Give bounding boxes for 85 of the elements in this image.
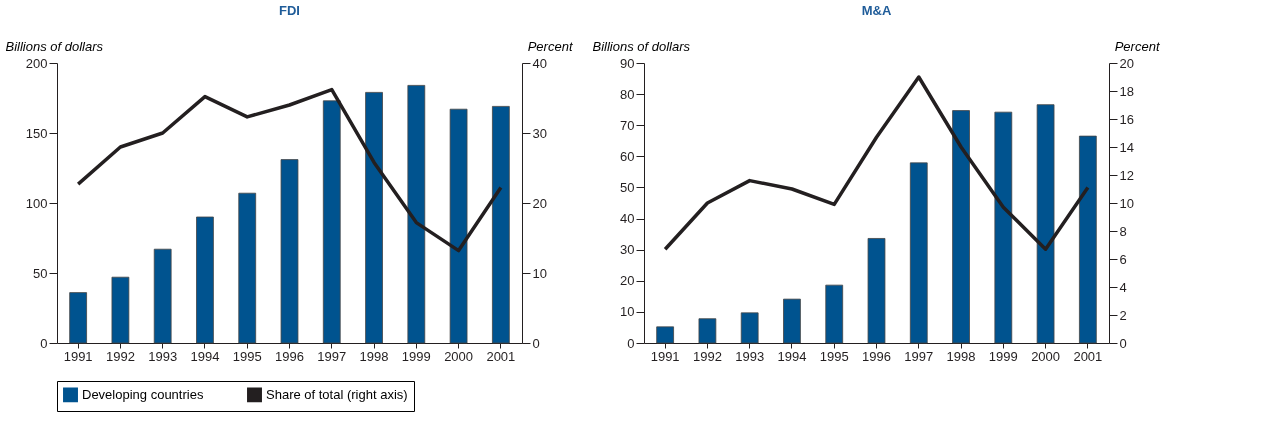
x-tick-label: 1994 [777,348,807,364]
y-tick-label: 80 [620,86,635,102]
y2-tick-label: 10 [532,265,547,281]
bar [994,111,1013,344]
x-tick-label: 1999 [988,348,1018,364]
x-tick-label: 1992 [105,348,135,364]
bar [449,108,468,344]
y-axis-title: Billions of dollars [5,38,104,54]
y-axis-title: Billions of dollars [592,38,691,54]
y-tick-label: 30 [620,242,635,258]
y-tick-label: 20 [620,273,635,289]
bar [365,92,383,344]
x-tick-label: 2000 [444,348,474,364]
bar [656,326,674,344]
y2-tick-label: 4 [1119,279,1127,295]
y-tick-label: 70 [620,117,635,133]
bar [783,298,801,344]
x-tick-label: 1995 [819,348,849,364]
chart-title: FDI [279,3,300,18]
bar [322,100,341,344]
y-tick-label: 10 [620,304,635,320]
line-series [663,75,1090,251]
y2-tick-label: 12 [1119,167,1134,183]
y2-tick-label: 14 [1119,139,1134,155]
bar [69,292,87,344]
x-tick-label: 1998 [359,348,389,364]
y-tick-label: 100 [25,195,48,211]
y2-tick-label: 18 [1119,83,1134,99]
y-tick-label: 50 [620,179,635,195]
x-tick-label: 2001 [486,348,516,364]
x-tick-label: 1994 [190,348,220,364]
y2-tick-label: 10 [1119,195,1134,211]
y-tick-label: 150 [25,125,48,141]
bar [952,110,970,344]
y2-tick-label: 0 [532,335,540,351]
x-tick-label: 1997 [317,348,347,364]
y2-tick-label: 30 [532,125,547,141]
y2-tick-label: 0 [1119,335,1127,351]
bar [492,106,510,344]
legend-label: Developing countries [82,386,204,402]
y-tick-label: 200 [25,55,48,71]
bar [867,238,886,344]
bar [1079,135,1097,344]
bar [153,248,172,344]
chart-title: M&A [861,3,892,18]
x-tick-label: 2001 [1073,348,1103,364]
x-tick-label: 1993 [735,348,765,364]
y2-tick-label: 8 [1119,223,1127,239]
x-tick-label: 1991 [650,348,680,364]
y2-tick-label: 6 [1119,251,1127,267]
y2-tick-label: 20 [532,195,547,211]
x-tick-label: 2000 [1031,348,1061,364]
bar [825,284,844,344]
x-tick-label: 1996 [862,348,891,364]
bar [698,318,717,344]
x-tick-label: 1993 [148,348,178,364]
y-tick-label: 60 [620,148,635,164]
y-tick-label: 50 [33,265,48,281]
y2-tick-label: 20 [1119,55,1134,71]
bar [740,312,759,344]
y-tick-label: 0 [627,335,635,351]
y2-axis-title: Percent [527,38,574,54]
y-tick-label: 40 [620,211,635,227]
x-tick-label: 1995 [232,348,262,364]
y2-tick-label: 40 [532,55,547,71]
y2-tick-label: 16 [1119,111,1134,127]
bar [111,276,130,344]
bar [196,216,214,344]
y-tick-label: 0 [40,335,48,351]
x-tick-label: 1997 [904,348,934,364]
x-tick-label: 1992 [692,348,722,364]
legend-label: Share of total (right axis) [266,386,408,402]
bar [1036,104,1055,344]
bar [280,159,299,344]
line-series [76,87,503,253]
bar [407,85,426,344]
x-tick-label: 1999 [401,348,431,364]
x-tick-label: 1998 [946,348,976,364]
y-tick-label: 90 [620,55,635,71]
bar [238,192,257,344]
x-tick-label: 1991 [63,348,93,364]
y2-axis-title: Percent [1114,38,1161,54]
y2-tick-label: 2 [1119,307,1127,323]
x-tick-label: 1996 [275,348,304,364]
bar [909,162,928,344]
